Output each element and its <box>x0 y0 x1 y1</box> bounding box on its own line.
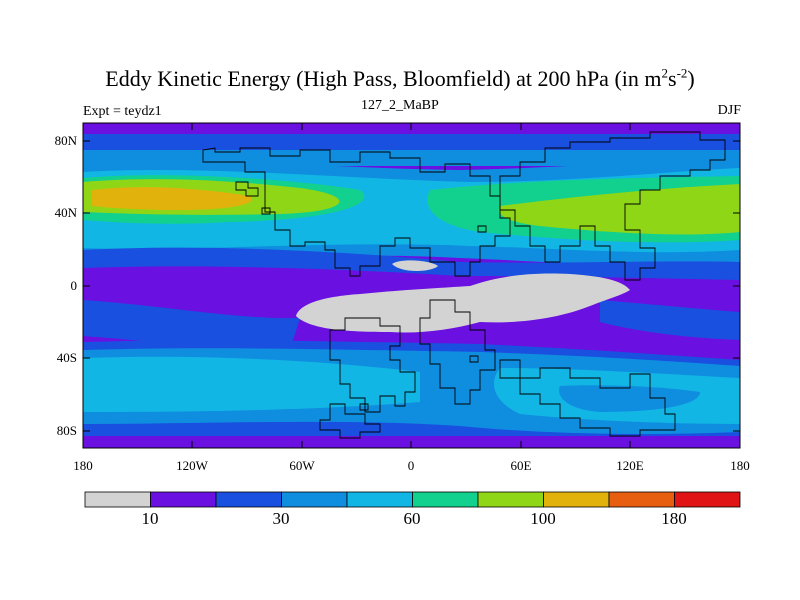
colorbar: 10 30 60 100 180 <box>84 491 741 528</box>
coast-south-america <box>329 317 416 413</box>
plot-subtitle: 127_2_MaBP <box>361 98 439 113</box>
colorbar-labels: 10 30 60 100 180 <box>142 509 687 528</box>
colorbar-label-60: 60 <box>404 509 421 528</box>
plot-title: Eddy Kinetic Energy (High Pass, Bloomfie… <box>105 65 695 91</box>
colorbar-label-10: 10 <box>142 509 159 528</box>
colorbar-swatch-3 <box>281 491 348 508</box>
lat-label-0: 0 <box>71 278 78 293</box>
colorbar-swatch-6 <box>477 491 544 508</box>
colorbar-swatch-0 <box>84 491 151 508</box>
lon-label-180w: 180 <box>73 458 93 473</box>
colorbar-label-180: 180 <box>661 509 687 528</box>
coast-island-4 <box>469 355 479 363</box>
lat-label-80s: 80S <box>57 423 77 438</box>
colorbar-swatch-1 <box>150 491 217 508</box>
lon-labels: 180 120W 60W 0 60E 120E 180 <box>73 458 750 473</box>
contour-fill <box>83 123 740 448</box>
lon-label-60e: 60E <box>511 458 532 473</box>
band-sh-jet-cyan <box>83 356 420 412</box>
coast-island-1 <box>261 207 271 215</box>
colorbar-swatch-5 <box>412 491 479 508</box>
band-nh-jet-green-east <box>498 184 740 235</box>
coast-asia <box>499 131 726 281</box>
coast-island-2 <box>477 225 487 233</box>
colorbar-swatch-9 <box>674 491 741 508</box>
lon-label-180e: 180 <box>730 458 750 473</box>
coast-greenland <box>235 181 259 197</box>
tick-marks <box>82 123 741 448</box>
colorbar-swatch-2 <box>215 491 282 508</box>
low-region-small <box>392 260 438 271</box>
coast-north-america <box>202 147 511 277</box>
lat-label-40n: 40N <box>55 205 78 220</box>
lat-label-80n: 80N <box>55 133 78 148</box>
colorbar-label-30: 30 <box>273 509 290 528</box>
experiment-label: Expt = teydz1 <box>83 104 162 119</box>
coast-island-3 <box>359 403 369 411</box>
coast-antarctica-east <box>499 359 676 437</box>
colorbar-swatch-7 <box>543 491 610 508</box>
coastlines <box>202 131 726 439</box>
band-nh-jet-orange <box>92 187 252 210</box>
colorbar-swatch-4 <box>346 491 413 508</box>
lon-label-120e: 120E <box>616 458 644 473</box>
lat-labels: 80N 40N 0 40S 80S <box>55 133 78 438</box>
colorbar-swatch-8 <box>608 491 675 508</box>
colorbar-swatches <box>84 491 741 508</box>
colorbar-label-100: 100 <box>530 509 556 528</box>
lon-label-0: 0 <box>408 458 415 473</box>
coast-africa <box>419 299 496 405</box>
lon-label-120w: 120W <box>176 458 209 473</box>
band-tropics-blue <box>83 300 300 350</box>
season-label: DJF <box>717 103 741 118</box>
coast-antarctica-west <box>319 403 381 439</box>
lat-label-40s: 40S <box>57 350 77 365</box>
lon-label-60w: 60W <box>289 458 315 473</box>
band-tropics-blue-east <box>600 300 740 340</box>
